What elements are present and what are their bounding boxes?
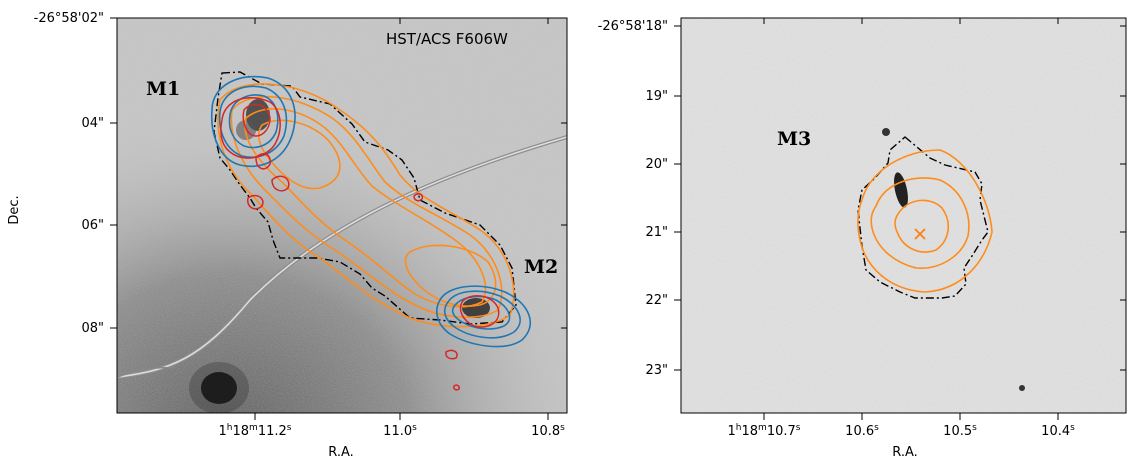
dec-tick-label: 04" bbox=[81, 116, 104, 131]
left-image bbox=[117, 18, 567, 413]
dec-tick-label: 23" bbox=[645, 363, 668, 378]
right-ticks bbox=[674, 18, 1126, 420]
dec-tick-label: -26°58'02" bbox=[34, 11, 104, 26]
dec-tick-label: 22" bbox=[645, 293, 668, 308]
ra-tick-label: 10.8s bbox=[531, 423, 565, 439]
right-panel: M3 -26°58'18" 19" 20" 21" 22" 23" 1h18m1… bbox=[598, 17, 1127, 460]
instrument-label: HST/ACS F606W bbox=[386, 30, 508, 48]
ra-tick-label: 10.4s bbox=[1041, 423, 1075, 439]
dec-tick-label: 20" bbox=[645, 157, 668, 172]
position-marker bbox=[914, 228, 926, 240]
right-frame bbox=[680, 17, 1127, 414]
dec-tick-label: 19" bbox=[645, 89, 668, 104]
red-contours bbox=[220, 97, 500, 391]
left-ticks bbox=[110, 17, 567, 420]
right-xlabel: R.A. bbox=[892, 445, 918, 460]
left-panel: HST/ACS F606W M1 M2 -26°58'02" 04" 06" 0… bbox=[7, 11, 568, 460]
left-xlabel: R.A. bbox=[328, 445, 354, 460]
m3-aperture-outline bbox=[857, 136, 989, 299]
source-label-m2: M2 bbox=[524, 256, 558, 278]
m3-orange-contours bbox=[857, 149, 993, 293]
ra-tick-label: 11.0s bbox=[383, 423, 417, 439]
dec-tick-label: 06" bbox=[81, 218, 104, 233]
ra-tick-label: 1h18m10.7s bbox=[728, 423, 801, 439]
source-label-m1: M1 bbox=[146, 78, 180, 100]
right-image bbox=[681, 18, 1126, 413]
foreground-galaxy bbox=[201, 372, 237, 404]
source-label-m3: M3 bbox=[777, 128, 811, 150]
ra-tick-label: 1h18m11.2s bbox=[219, 423, 292, 439]
ra-tick-label: 10.6s bbox=[845, 423, 879, 439]
aperture-outline bbox=[213, 71, 517, 325]
dec-tick-label: 08" bbox=[81, 321, 104, 336]
ra-tick-label: 10.5s bbox=[943, 423, 977, 439]
dec-tick-label: -26°58'18" bbox=[598, 19, 668, 34]
left-frame bbox=[116, 17, 568, 414]
ylabel: Dec. bbox=[7, 195, 22, 224]
dec-tick-label: 21" bbox=[645, 225, 668, 240]
